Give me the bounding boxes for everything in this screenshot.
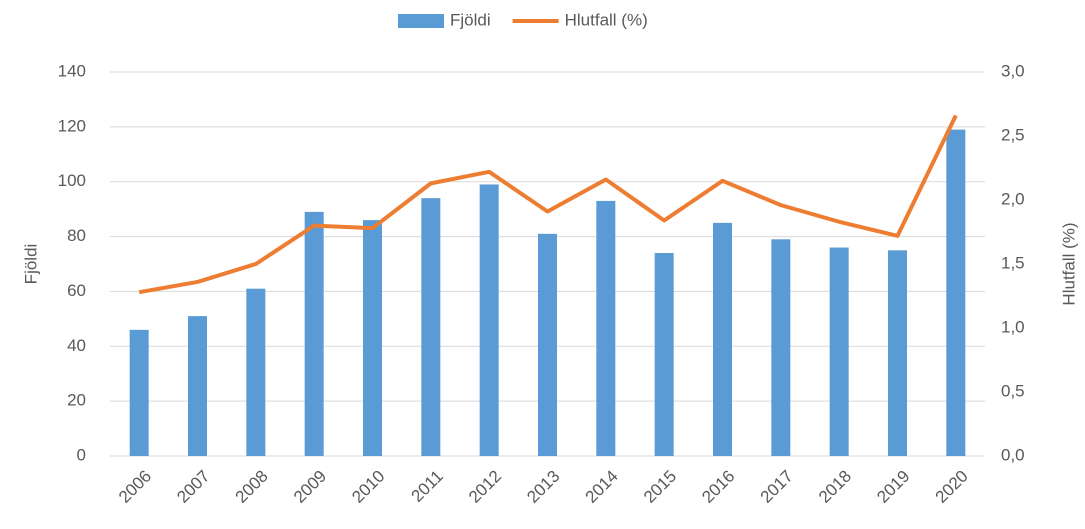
bar bbox=[479, 184, 499, 456]
y-tick-label: 20 bbox=[67, 391, 86, 410]
bar bbox=[246, 288, 266, 456]
y-tick-label: 140 bbox=[58, 61, 86, 80]
y2-tick-label: 3,0 bbox=[1001, 61, 1025, 80]
bar bbox=[771, 239, 791, 456]
y2-tick-label: 0,5 bbox=[1001, 381, 1025, 400]
x-tick-label: 2013 bbox=[523, 467, 563, 507]
y2-tick-label: 1,5 bbox=[1001, 253, 1025, 272]
x-tick-label: 2011 bbox=[408, 467, 447, 506]
x-tick-label: 2016 bbox=[698, 467, 738, 507]
x-tick-label: 2020 bbox=[932, 467, 972, 507]
line bbox=[138, 114, 958, 295]
y-tick-label: 80 bbox=[67, 226, 86, 245]
legend-label: Fjöldi bbox=[450, 10, 491, 29]
y2-tick-label: 0,0 bbox=[1001, 445, 1025, 464]
bar bbox=[713, 222, 732, 456]
bar bbox=[829, 247, 849, 456]
x-tick-label: 2017 bbox=[757, 467, 797, 507]
bar bbox=[654, 253, 674, 456]
bar bbox=[363, 220, 382, 456]
x-tick-label: 2014 bbox=[582, 467, 622, 507]
x-tick-label: 2006 bbox=[115, 467, 155, 507]
bar bbox=[538, 233, 557, 456]
y-tick-label: 40 bbox=[67, 336, 86, 355]
x-tick-label: 2019 bbox=[873, 467, 913, 507]
y-axis-title: Fjöldi bbox=[21, 244, 40, 285]
x-tick-label: 2010 bbox=[348, 467, 388, 507]
bar bbox=[596, 200, 616, 456]
bar bbox=[129, 329, 149, 456]
y2-tick-label: 1,0 bbox=[1001, 317, 1025, 336]
y2-axis-title: Hlutfall (%) bbox=[1059, 222, 1078, 305]
y-tick-label: 100 bbox=[58, 171, 86, 190]
x-tick-label: 2008 bbox=[232, 467, 272, 507]
bar bbox=[888, 250, 907, 456]
legend-label: Hlutfall (%) bbox=[565, 10, 648, 29]
y-tick-label: 120 bbox=[58, 116, 86, 135]
x-tick-label: 2015 bbox=[640, 467, 680, 507]
y2-tick-label: 2,5 bbox=[1001, 125, 1025, 144]
legend-swatch bbox=[398, 14, 444, 28]
x-tick-label: 2009 bbox=[290, 467, 330, 507]
bar bbox=[946, 129, 966, 456]
bar bbox=[421, 198, 441, 456]
y-tick-label: 60 bbox=[67, 281, 86, 300]
bar bbox=[304, 211, 324, 456]
y-tick-label: 0 bbox=[77, 445, 86, 464]
x-tick-label: 2012 bbox=[465, 467, 505, 507]
y2-tick-label: 2,0 bbox=[1001, 189, 1025, 208]
x-tick-label: 2007 bbox=[173, 467, 213, 507]
bar bbox=[188, 316, 207, 456]
x-tick-label: 2018 bbox=[815, 467, 855, 507]
